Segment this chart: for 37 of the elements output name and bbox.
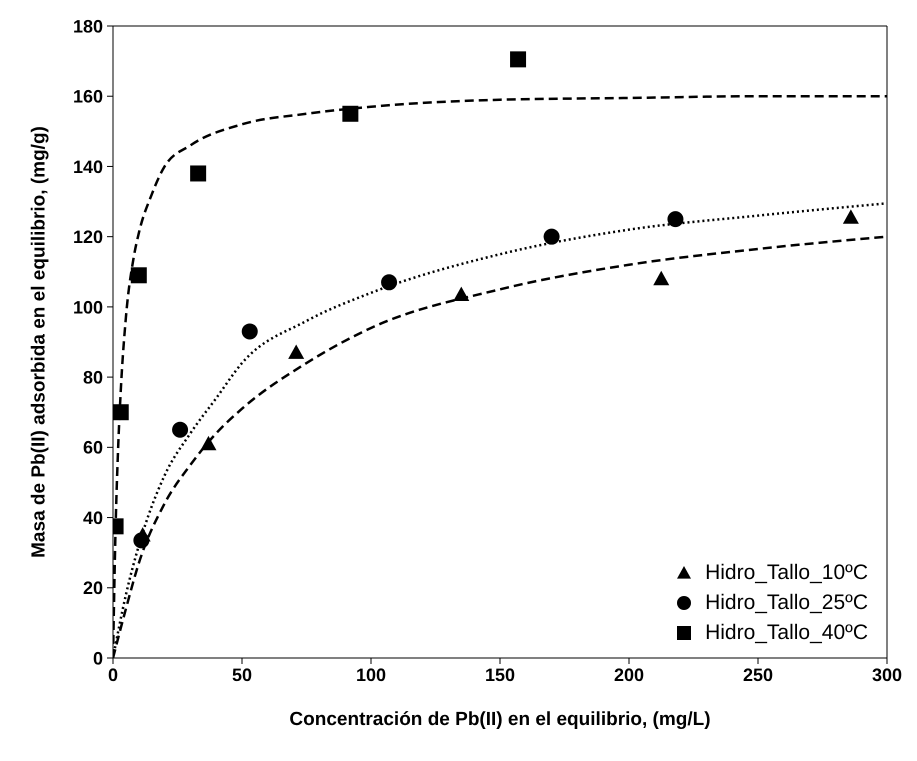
y-tick-label: 80 — [82, 368, 103, 388]
x-tick-label: 100 — [356, 664, 386, 685]
point — [190, 165, 206, 182]
y-tick-label: 0 — [92, 648, 103, 668]
point — [342, 106, 358, 122]
y-tick-label: 160 — [72, 86, 103, 107]
point — [113, 404, 129, 420]
legend-label: Hidro_Tallo_40ºC — [705, 621, 868, 645]
x-tick-label: 50 — [232, 664, 252, 685]
point — [381, 274, 398, 290]
y-tick-label: 180 — [72, 16, 103, 36]
point — [200, 436, 216, 450]
x-tick-label: 150 — [484, 664, 516, 685]
y-axis-title: Masa de Pb(II) adsorbida en el equilibrio, (mg/g) — [28, 126, 50, 558]
y-tick-label: 40 — [82, 508, 103, 528]
legend-label: Hidro_Tallo_25ºC — [705, 591, 868, 615]
point — [842, 209, 859, 224]
x-tick-label: 250 — [742, 664, 774, 685]
point — [242, 323, 258, 340]
point — [667, 211, 684, 228]
x-tick-label: 200 — [614, 664, 644, 685]
point — [653, 270, 670, 286]
y-tick-label: 100 — [72, 297, 103, 318]
y-tick-label: 60 — [82, 438, 103, 458]
point — [288, 344, 304, 359]
point — [510, 51, 526, 68]
point — [172, 422, 188, 438]
y-tick-label: 140 — [72, 156, 103, 177]
point — [544, 228, 560, 245]
legend-label: Hidro_Tallo_10ºC — [705, 561, 868, 585]
y-tick-label: 20 — [82, 578, 103, 598]
point — [453, 286, 470, 301]
y-tick-label: 120 — [72, 227, 103, 248]
x-axis-title: Concentración de Pb(II) en el equilibrio, (mg/L) — [289, 709, 711, 730]
x-tick-label: 0 — [108, 664, 118, 685]
x-tick-label: 300 — [872, 664, 902, 685]
point — [130, 267, 147, 284]
